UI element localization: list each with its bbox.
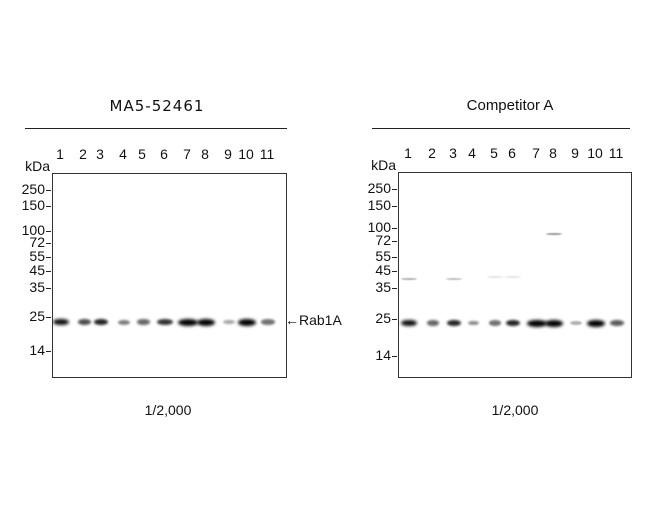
lane-number: 5 <box>490 145 498 161</box>
marker-tick <box>46 206 51 207</box>
lane-number: 2 <box>79 146 87 162</box>
marker-label: 72 <box>375 232 391 248</box>
marker-label: 55 <box>375 248 391 264</box>
protein-band <box>238 318 256 326</box>
blot-membrane <box>52 173 287 378</box>
marker-label: 250 <box>21 181 45 197</box>
lane-number: 2 <box>428 145 436 161</box>
arrow-left-icon: ← <box>285 312 299 328</box>
protein-band <box>545 319 563 327</box>
marker-label: 72 <box>29 234 45 250</box>
lane-number: 1 <box>56 146 64 162</box>
lane-number: 10 <box>238 146 254 162</box>
marker-tick <box>46 243 51 244</box>
lane-number: 8 <box>201 146 209 162</box>
marker-label: 250 <box>367 180 391 196</box>
lane-number: 9 <box>571 145 579 161</box>
band-label-text: Rab1A <box>299 312 342 328</box>
band-label: ←Rab1A <box>285 312 342 328</box>
marker-tick <box>392 206 397 207</box>
lane-number: 7 <box>183 146 191 162</box>
protein-band <box>570 320 582 326</box>
lane-number: 6 <box>508 145 516 161</box>
faint-band <box>446 278 462 280</box>
lane-number: 8 <box>549 145 557 161</box>
marker-label: 45 <box>375 262 391 278</box>
unit-label: kDa <box>25 158 50 174</box>
marker-tick <box>46 257 51 258</box>
marker-label: 100 <box>367 219 391 235</box>
title-underline-left <box>25 128 287 129</box>
faint-band <box>505 276 521 278</box>
marker-label: 35 <box>375 279 391 295</box>
marker-tick <box>392 271 397 272</box>
unit-label: kDa <box>371 157 396 173</box>
dilution-right: 1/2,000 <box>491 402 539 418</box>
dilution-left: 1/2,000 <box>144 402 192 418</box>
blot-membrane <box>398 172 632 378</box>
marker-tick <box>392 228 397 229</box>
lane-number: 11 <box>608 145 624 161</box>
protein-band <box>506 319 520 327</box>
marker-tick <box>46 288 51 289</box>
lane-number: 1 <box>404 145 412 161</box>
lane-number: 4 <box>119 146 127 162</box>
protein-band <box>136 319 150 325</box>
lane-number: 6 <box>160 146 168 162</box>
marker-label: 35 <box>29 279 45 295</box>
protein-band <box>157 318 173 326</box>
protein-band <box>94 318 108 326</box>
marker-tick <box>392 288 397 289</box>
marker-tick <box>46 351 51 352</box>
marker-label: 25 <box>29 308 45 324</box>
panel-title-left: MA5-52461 <box>109 97 205 115</box>
marker-tick <box>392 241 397 242</box>
protein-band <box>447 319 461 327</box>
protein-band <box>489 320 501 326</box>
panel-title-right: Competitor A <box>466 97 554 114</box>
marker-label: 45 <box>29 262 45 278</box>
protein-band <box>261 319 275 325</box>
lane-number: 3 <box>449 145 457 161</box>
lane-number: 7 <box>532 145 540 161</box>
protein-band <box>610 320 624 326</box>
protein-band <box>197 318 215 326</box>
protein-band <box>178 318 198 326</box>
lane-number: 9 <box>224 146 232 162</box>
lane-number: 10 <box>587 145 603 161</box>
marker-label: 25 <box>375 310 391 326</box>
lane-number: 3 <box>96 146 104 162</box>
marker-tick <box>392 189 397 190</box>
marker-tick <box>392 319 397 320</box>
title-underline-right <box>372 128 630 129</box>
protein-band <box>77 319 91 325</box>
protein-band <box>527 319 547 327</box>
faint-band <box>401 278 417 280</box>
marker-label: 150 <box>21 197 45 213</box>
lane-number: 4 <box>468 145 476 161</box>
lane-number: 5 <box>138 146 146 162</box>
marker-tick <box>392 257 397 258</box>
marker-tick <box>392 356 397 357</box>
protein-band <box>223 319 235 325</box>
lane-number: 11 <box>259 146 275 162</box>
protein-band <box>53 318 69 326</box>
protein-band <box>427 320 439 326</box>
marker-label: 14 <box>375 347 391 363</box>
protein-band <box>401 319 417 327</box>
marker-tick <box>46 271 51 272</box>
marker-tick <box>46 190 51 191</box>
marker-label: 55 <box>29 248 45 264</box>
protein-band <box>118 319 130 325</box>
marker-tick <box>46 317 51 318</box>
faint-band <box>487 276 503 278</box>
marker-label: 14 <box>29 342 45 358</box>
marker-tick <box>46 231 51 232</box>
protein-band <box>587 319 605 327</box>
marker-label: 150 <box>367 197 391 213</box>
faint-band <box>546 233 562 235</box>
protein-band <box>467 320 479 326</box>
marker-label: 100 <box>21 222 45 238</box>
